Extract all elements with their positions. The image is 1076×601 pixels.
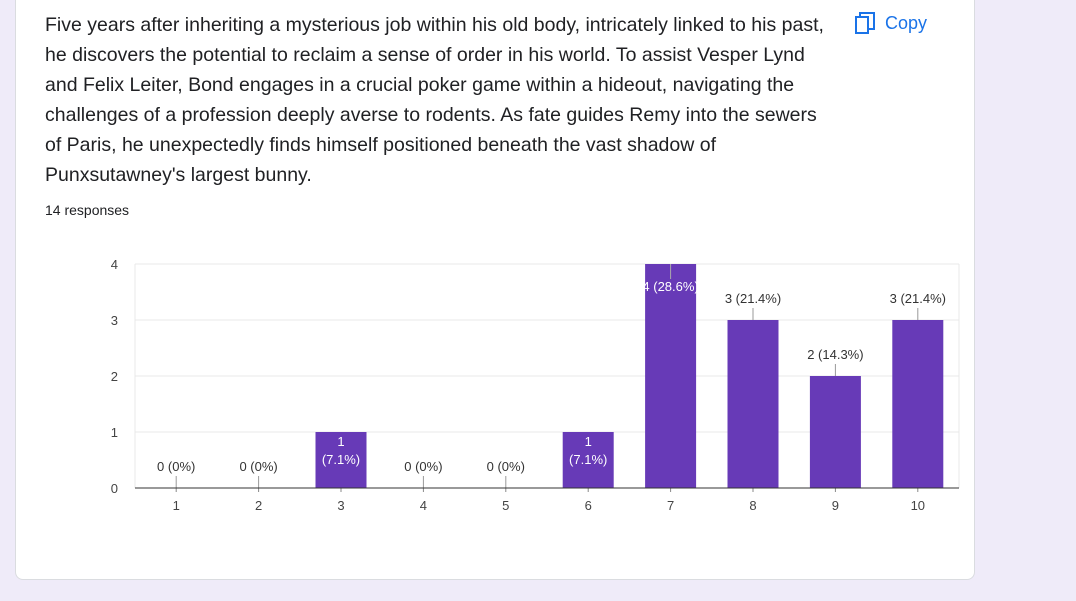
y-tick-label: 1: [111, 425, 118, 440]
bar: [645, 264, 697, 488]
x-tick-label: 5: [502, 498, 509, 513]
x-tick-label: 4: [420, 498, 427, 513]
y-tick-label: 0: [111, 481, 118, 496]
x-tick-label: 10: [911, 498, 925, 513]
bar: [727, 320, 779, 488]
x-tick-label: 1: [173, 498, 180, 513]
data-label: 4 (28.6%): [642, 279, 698, 294]
y-tick-label: 3: [111, 313, 118, 328]
data-label: 1: [337, 434, 344, 449]
data-label: 0 (0%): [157, 459, 195, 474]
x-tick-label: 2: [255, 498, 262, 513]
data-label: (7.1%): [322, 452, 360, 467]
data-label: 3 (21.4%): [725, 291, 781, 306]
data-label: 1: [585, 434, 592, 449]
bar: [809, 376, 861, 488]
data-label: 3 (21.4%): [890, 291, 946, 306]
y-tick-label: 4: [111, 257, 118, 272]
x-tick-label: 8: [749, 498, 756, 513]
bar: [315, 432, 367, 488]
copy-button[interactable]: Copy: [855, 8, 927, 38]
data-label: 0 (0%): [487, 459, 525, 474]
copy-icon: [855, 12, 875, 34]
data-label: 2 (14.3%): [807, 347, 863, 362]
bar: [562, 432, 614, 488]
data-label: 0 (0%): [404, 459, 442, 474]
x-tick-label: 9: [832, 498, 839, 513]
x-tick-label: 7: [667, 498, 674, 513]
responses-count: 14 responses: [45, 202, 130, 218]
data-label: 0 (0%): [239, 459, 277, 474]
x-tick-label: 6: [585, 498, 592, 513]
data-label: (7.1%): [569, 452, 607, 467]
x-tick-label: 3: [337, 498, 344, 513]
bar: [892, 320, 944, 488]
question-text: Five years after inheriting a mysterious…: [45, 14, 824, 186]
y-tick-label: 2: [111, 369, 118, 384]
copy-label: Copy: [885, 12, 928, 33]
